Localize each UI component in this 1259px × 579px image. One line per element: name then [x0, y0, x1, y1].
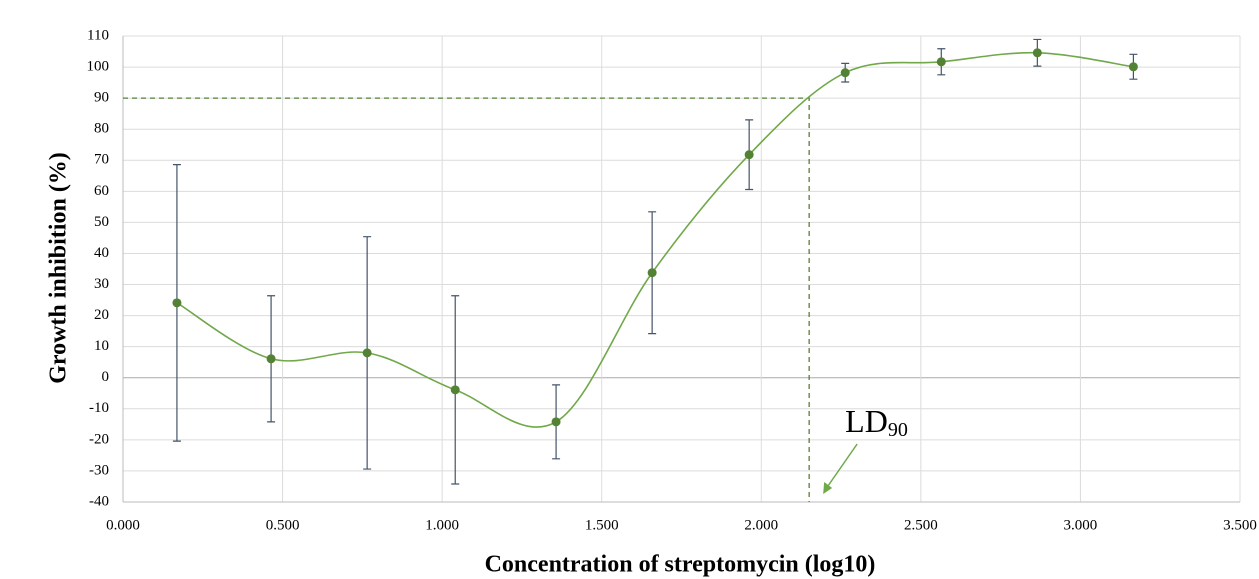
x-tick-label: 1.500	[585, 517, 619, 533]
x-tick-label: 2.500	[904, 517, 938, 533]
x-tick-label: 3.500	[1223, 517, 1257, 533]
ld90-guide	[123, 97, 810, 502]
data-point	[1032, 48, 1042, 58]
y-tick-label: 80	[94, 121, 109, 137]
data-point	[450, 385, 460, 395]
data-point	[172, 298, 182, 308]
x-tick-label: 3.000	[1064, 517, 1098, 533]
y-tick-label: 10	[94, 338, 109, 354]
y-tick-label: 100	[87, 59, 110, 75]
data-point	[362, 348, 372, 358]
data-point	[840, 68, 850, 78]
annotation-arrowhead	[823, 482, 833, 494]
y-tick-label: 110	[87, 27, 109, 43]
y-tick-label: 40	[94, 245, 109, 261]
data-point	[266, 354, 276, 364]
y-tick-label: 90	[94, 90, 109, 106]
annotation-label: LD90	[845, 403, 908, 440]
x-tick-label: 0.500	[266, 517, 300, 533]
data-point	[744, 150, 754, 160]
y-tick-label: -30	[89, 462, 109, 478]
curve	[176, 51, 1134, 428]
data-point	[936, 57, 946, 67]
x-tick-label: 2.000	[744, 517, 778, 533]
x-tick-label: 1.000	[425, 517, 459, 533]
annotation-arrow	[824, 443, 858, 491]
data-point	[647, 268, 657, 278]
x-axis-title: Concentration of streptomycin (log10)	[485, 552, 876, 578]
y-tick-label: -20	[89, 431, 109, 447]
annotation-subscript: 90	[888, 419, 908, 441]
y-tick-label: -10	[89, 400, 109, 416]
y-axis-title: Growth inhibition (%)	[46, 152, 72, 384]
y-tick-label: 60	[94, 183, 109, 199]
y-tick-label: 30	[94, 276, 109, 292]
y-tick-label: 20	[94, 307, 109, 323]
y-tick-label: 50	[94, 214, 109, 230]
data-point	[1128, 62, 1138, 72]
x-tick-label: 0.000	[106, 517, 140, 533]
annotation-text: LD	[845, 403, 888, 439]
data-point	[551, 417, 561, 427]
y-tick-label: -40	[89, 493, 109, 509]
y-tick-label: 0	[102, 369, 110, 385]
y-tick-label: 70	[94, 152, 109, 168]
